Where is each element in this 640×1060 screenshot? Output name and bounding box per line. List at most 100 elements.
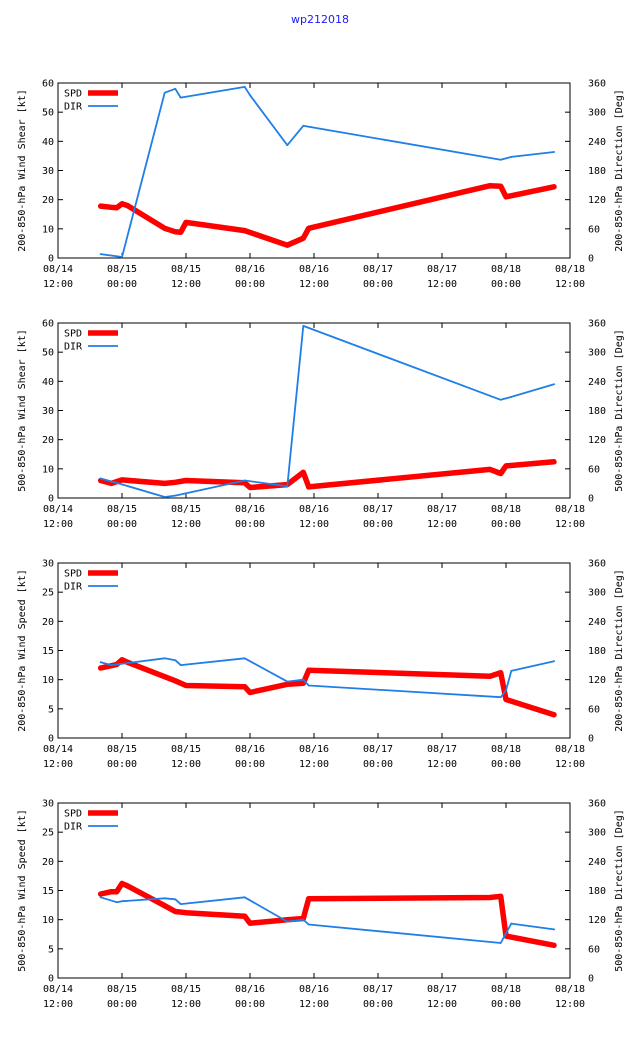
y2-tick-label: 240 [588,137,606,148]
y-tick-label: 10 [42,675,54,686]
data-point-dir [163,496,166,498]
data-point-dir [302,124,305,127]
x-tick-label-time: 12:00 [555,519,585,530]
y2-tick-label: 120 [588,915,606,926]
data-point-dir [553,660,555,663]
data-point-dir [505,689,507,692]
data-point-dir [286,920,289,923]
series-line-spd [97,182,557,248]
y-tick-label: 30 [42,559,54,570]
data-point-spd [498,670,504,676]
x-tick-label-date: 08/15 [171,744,201,755]
data-point-dir [179,664,182,666]
legend-label-dir: DIR [64,102,83,113]
data-point-dir [115,901,118,904]
x-tick-label-date: 08/18 [491,744,521,755]
y-tick-label: 30 [42,166,54,177]
data-point-dir [163,91,166,94]
x-tick-label-date: 08/14 [43,744,73,755]
data-point-spd [242,913,248,919]
data-point-spd [503,697,509,702]
data-point-spd [306,484,312,490]
x-tick-label-date: 08/15 [171,264,201,275]
x-tick-label-time: 12:00 [171,519,201,530]
data-point-spd [124,883,130,889]
y-tick-label: 60 [42,319,54,330]
x-tick-label-date: 08/15 [171,984,201,995]
data-point-spd [172,479,178,485]
x-tick-label-time: 00:00 [107,519,137,530]
x-tick-label-date: 08/17 [363,504,393,515]
y-tick-label: 40 [42,137,54,148]
x-tick-label-date: 08/14 [43,264,73,275]
x-tick-label-time: 00:00 [363,999,393,1010]
y-tick-label: 0 [48,254,54,265]
x-tick-label-time: 12:00 [555,759,585,770]
y2-tick-label: 360 [588,559,606,570]
data-point-spd [498,471,504,476]
y2-tick-label: 300 [588,108,606,119]
x-tick-label-time: 00:00 [491,279,521,290]
y2-tick-label: 360 [588,799,606,810]
data-point-dir [249,94,251,97]
data-point-spd [178,229,184,235]
x-tick-label-date: 08/17 [363,984,393,995]
data-point-spd [124,203,130,208]
data-point-spd [98,665,104,671]
data-point-spd [551,184,557,190]
x-tick-label-time: 00:00 [235,999,265,1010]
x-tick-label-date: 08/16 [299,984,329,995]
y2-tick-label: 0 [588,974,594,985]
page-title: wp212018 [291,13,349,26]
data-point-spd [183,220,189,225]
plot-frame [57,562,571,739]
y2-tick-label: 360 [588,319,606,330]
data-point-spd [162,481,168,486]
data-point-spd [498,183,504,189]
data-point-spd [551,712,557,718]
data-point-spd [119,477,125,483]
legend-label-spd: SPD [64,329,82,340]
data-point-spd [498,893,504,899]
x-tick-label-time: 00:00 [363,759,393,770]
data-point-spd [551,942,557,948]
data-point-spd [487,467,493,472]
data-point-spd [114,889,120,895]
x-tick-label-time: 00:00 [363,279,393,290]
data-point-dir [510,922,513,925]
y2-tick-label: 60 [588,704,600,715]
y-tick-label: 5 [48,944,54,955]
y2-tick-label: 0 [588,254,594,265]
data-point-dir [110,664,113,666]
y2-tick-label: 120 [588,675,606,686]
x-tick-label-time: 12:00 [299,999,329,1010]
x-tick-label-time: 00:00 [363,519,393,530]
data-point-dir [121,900,123,903]
x-tick-label-date: 08/16 [299,264,329,275]
data-point-spd [162,225,168,231]
data-point-dir [243,85,246,88]
data-point-dir [99,896,102,899]
series-line-dir [99,324,555,498]
data-point-spd [98,891,104,897]
data-point-spd [108,204,114,210]
data-point-dir [286,680,289,683]
y-axis-label: 200-850-hPa Wind Speed [kt] [17,569,28,732]
data-point-dir [174,659,177,662]
x-tick-label-date: 08/14 [43,504,73,515]
data-point-dir [302,678,305,681]
data-point-dir [499,158,502,161]
data-point-spd [284,681,290,687]
plot-frame [57,82,571,259]
x-tick-label-time: 12:00 [427,759,457,770]
y2-tick-label: 180 [588,406,606,417]
x-tick-label-time: 00:00 [107,279,137,290]
data-point-dir [553,928,555,931]
y2-tick-label: 300 [588,588,606,599]
x-tick-label-date: 08/17 [427,984,457,995]
x-tick-label-date: 08/15 [107,984,137,995]
data-point-dir [510,155,513,158]
x-tick-label-date: 08/16 [235,744,265,755]
data-point-dir [99,253,102,256]
